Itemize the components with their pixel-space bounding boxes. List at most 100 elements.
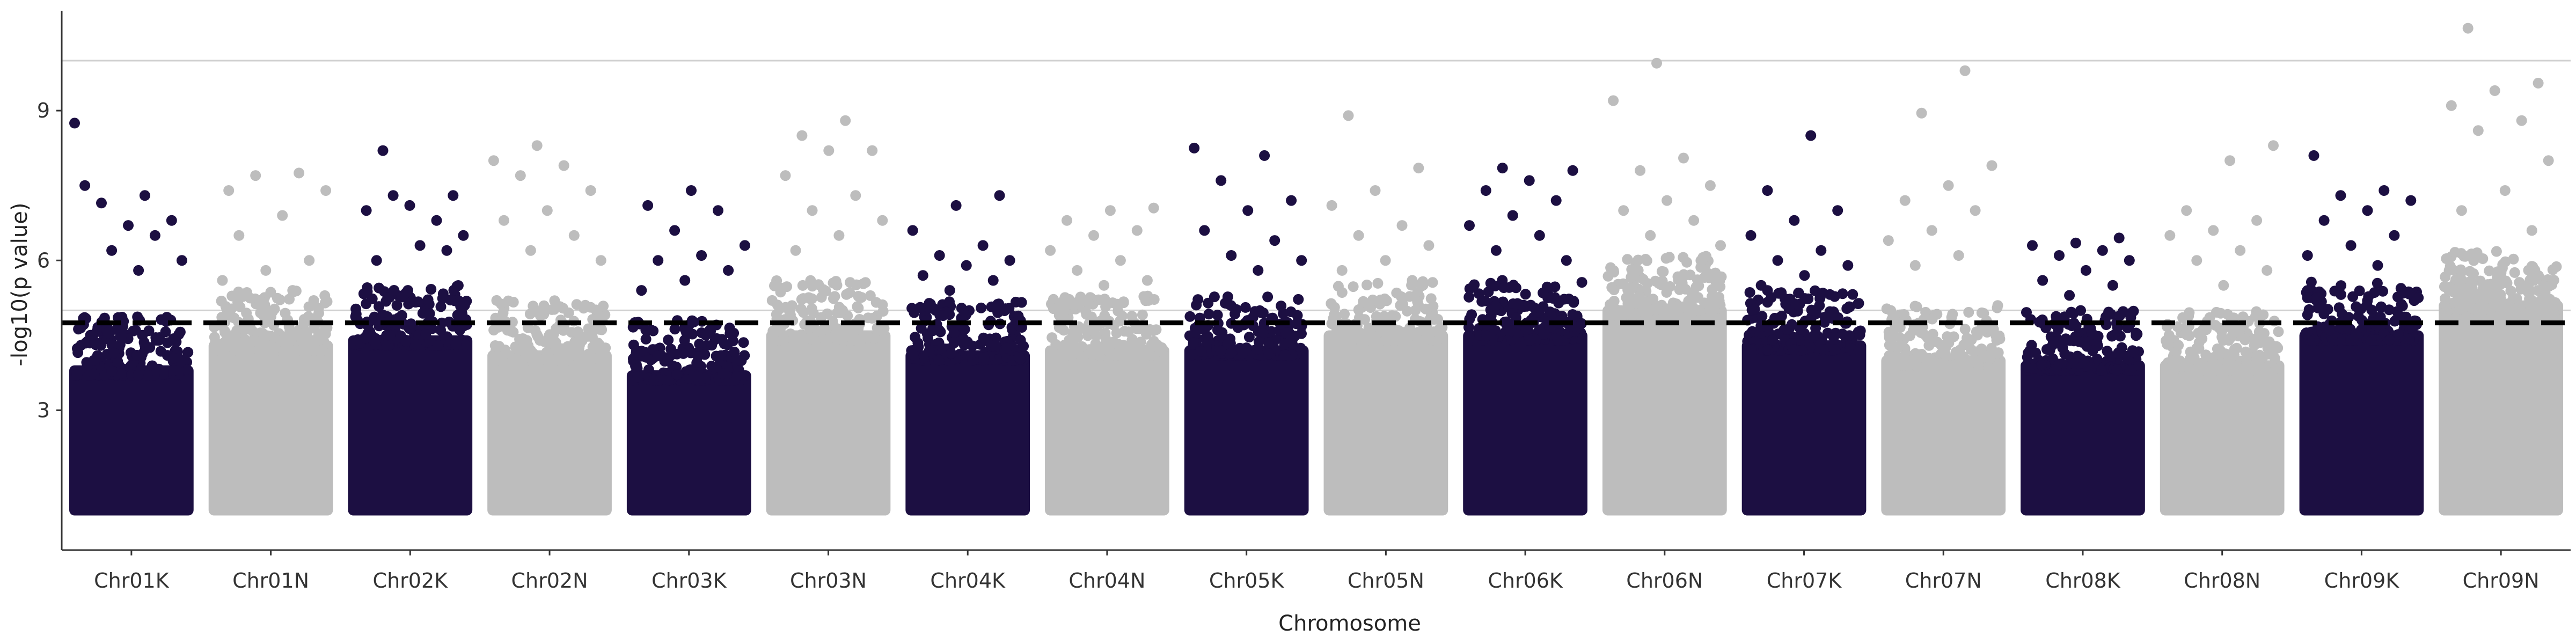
peak-point: [679, 275, 691, 286]
point: [598, 301, 609, 312]
point: [946, 348, 957, 359]
point: [1188, 337, 1199, 348]
peak-point: [944, 285, 955, 296]
peak-point: [176, 255, 187, 266]
series-chr03k: [626, 185, 751, 516]
peak-point: [2164, 230, 2176, 241]
point: [691, 371, 702, 382]
peak-point: [1550, 195, 1562, 206]
point: [2201, 324, 2212, 335]
point: [2131, 330, 2142, 341]
x-tick-label: Chr08N: [2184, 569, 2260, 592]
point: [115, 368, 127, 379]
point: [1894, 332, 1906, 343]
peak-point: [669, 225, 680, 236]
point: [2230, 364, 2241, 375]
peak-point: [1916, 107, 1927, 119]
peak-point: [2499, 185, 2511, 196]
point: [158, 369, 169, 380]
peak-point: [1464, 220, 1475, 231]
peak-point: [1953, 250, 1964, 261]
y-tick-label: 9: [37, 99, 50, 122]
point: [2471, 292, 2482, 304]
point: [73, 324, 84, 335]
point-cloud: [487, 350, 612, 516]
peak-point: [840, 115, 851, 126]
point: [1626, 272, 1637, 283]
point: [906, 303, 918, 314]
point: [1421, 324, 1432, 335]
point: [1066, 349, 1078, 361]
point: [1141, 328, 1152, 340]
point: [1549, 281, 1561, 292]
point: [2366, 334, 2377, 346]
point: [1464, 313, 1475, 325]
point: [420, 329, 431, 340]
point: [1828, 306, 1839, 317]
point: [652, 350, 663, 361]
point: [1966, 334, 1977, 346]
peak-point: [1131, 225, 1143, 236]
point: [663, 334, 674, 346]
point: [1133, 340, 1145, 352]
series-chr08k: [2021, 232, 2145, 516]
point: [437, 288, 449, 299]
point: [844, 287, 855, 298]
point: [2383, 304, 2395, 316]
peak-point: [696, 250, 707, 261]
point: [1884, 330, 1895, 341]
point: [1899, 309, 1910, 320]
point: [2163, 338, 2174, 349]
point: [1290, 331, 1301, 342]
peak-point: [1380, 255, 1391, 266]
peak-point: [1226, 250, 1237, 261]
peak-point: [1883, 235, 1894, 246]
point: [1257, 328, 1269, 339]
point: [233, 287, 244, 297]
point: [209, 343, 221, 355]
peak-point: [713, 205, 723, 216]
point: [2306, 276, 2317, 288]
point: [411, 339, 422, 350]
point: [669, 324, 680, 335]
point: [1633, 254, 1644, 266]
point: [133, 370, 144, 381]
peak-point: [1745, 230, 1757, 241]
peak-point: [1986, 160, 1997, 171]
series-chr01k: [69, 118, 194, 516]
point: [2027, 363, 2038, 374]
point: [2047, 340, 2058, 351]
point: [1793, 287, 1804, 298]
peak-point: [961, 260, 972, 271]
peak-point: [96, 197, 107, 209]
point: [988, 302, 999, 313]
point: [1854, 329, 1865, 340]
point: [319, 290, 331, 301]
point: [688, 317, 699, 327]
point: [584, 355, 596, 366]
point: [681, 327, 692, 338]
peak-point: [2372, 260, 2383, 271]
point: [1223, 298, 1234, 310]
point: [830, 276, 841, 287]
point: [153, 335, 164, 346]
peak-point: [2070, 237, 2081, 248]
point: [2250, 311, 2261, 322]
x-tick-label: Chr07K: [1767, 569, 1842, 592]
y-tick-labels: 3 6 9: [37, 99, 62, 422]
point: [1292, 310, 1303, 321]
peak-point: [1799, 270, 1810, 281]
point: [2106, 331, 2118, 342]
point: [2537, 292, 2548, 304]
point: [2211, 306, 2222, 318]
point: [731, 371, 742, 382]
point: [1291, 318, 1302, 330]
peak-point: [361, 205, 372, 216]
point: [1941, 341, 1951, 353]
point: [1368, 333, 1379, 343]
point: [358, 288, 369, 299]
peak-point: [636, 285, 647, 296]
point: [524, 309, 536, 320]
peak-point: [448, 190, 459, 201]
peak-point: [2107, 280, 2118, 291]
